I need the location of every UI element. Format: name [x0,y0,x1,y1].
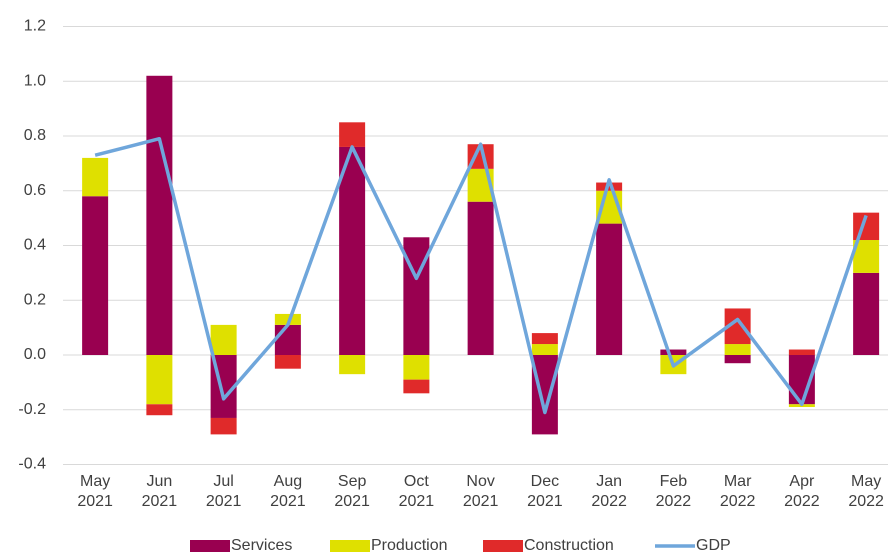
legend-swatch [483,540,523,552]
y-tick-label: 0.6 [24,182,46,199]
bar-segment [339,355,366,375]
x-tick-label: Mar 2022 [719,473,756,510]
x-tick-label: Aug 2021 [270,473,306,510]
gdp-line [94,136,868,415]
x-tick-label: Nov 2021 [462,473,499,510]
bar-segment [531,355,558,435]
bar-segment [467,201,494,355]
bar-segment [210,417,237,435]
y-tick-label: -0.2 [18,401,46,418]
x-tick-label-box: Jun 2021 [141,473,178,510]
legend-label: Services [231,537,292,553]
bar-segment [531,344,558,355]
x-tick-label: May 2022 [848,473,884,510]
bar-segment [146,404,173,416]
x-tick-label: Jan 2022 [591,473,627,510]
bar-segment [403,355,430,380]
bar-segment [403,379,430,394]
bar-segment [596,182,623,191]
y-tick-label: 0.0 [24,346,46,363]
x-tick-label-box: Aug 2021 [270,473,306,510]
x-tick-label: Dec 2021 [527,473,563,510]
legend-label: GDP [696,537,731,553]
legend-swatch [330,540,370,552]
y-tick-label: 1.0 [24,72,46,89]
bar-segment [274,355,301,369]
x-tick-label: Jun 2021 [141,473,178,510]
x-tick-label-box: Oct 2021 [398,473,435,510]
x-tick-label-box: Jul 2021 [205,473,242,510]
x-tick-label-box: Jan 2022 [591,473,627,510]
bar-segment [82,196,109,355]
bar-segment [403,237,430,355]
bar-segment [660,349,687,355]
bar-segment [339,122,366,147]
bar-segment [596,223,623,355]
x-tick-label: Apr 2022 [784,473,820,510]
x-tick-label: Oct 2021 [398,473,435,510]
x-tick-label: Feb 2022 [655,473,692,510]
x-tick-label-box: Sep 2021 [334,473,370,510]
bar-segment [853,272,880,355]
bar-segment [531,333,558,345]
bar-segment [82,157,109,197]
bar-segment [146,75,173,356]
bar-segment [724,344,751,355]
bar-segment [339,146,366,355]
y-tick-label: 0.8 [24,127,46,144]
bar-segment [274,313,301,325]
x-tick-label-box: Dec 2021 [527,473,563,510]
x-tick-label-box: Feb 2022 [655,473,692,510]
x-tick-label-box: May 2022 [848,473,884,510]
y-tick-label: 1.2 [24,18,46,35]
bar-segment [724,355,751,364]
x-tick-label: May 2021 [77,473,113,510]
x-tick-label-box: Mar 2022 [719,473,756,510]
x-tick-label: Jul 2021 [205,473,242,510]
y-tick-label: -0.4 [18,456,46,473]
bar-segment [274,324,301,355]
bar-segment [146,355,173,405]
bar-segment [210,324,237,355]
y-tick-label: 0.2 [24,291,46,308]
y-tick-label: 0.4 [24,237,46,254]
x-tick-label-box: Nov 2021 [462,473,499,510]
legend-label: Construction [524,537,614,553]
x-tick-label: Sep 2021 [334,473,370,510]
x-tick-label-box: Apr 2022 [784,473,820,510]
bar-segment [788,349,815,355]
legend-swatch [190,540,230,552]
x-tick-label-box: May 2021 [77,473,113,510]
legend-label: Production [371,537,448,553]
